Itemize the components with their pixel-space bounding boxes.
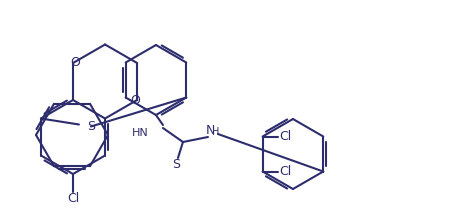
Text: S: S xyxy=(172,159,180,172)
Text: Cl: Cl xyxy=(67,192,79,205)
Text: HN: HN xyxy=(132,128,149,138)
Text: N: N xyxy=(205,124,215,138)
Text: S: S xyxy=(87,120,95,133)
Text: Cl: Cl xyxy=(280,165,292,178)
Text: Cl: Cl xyxy=(280,130,292,143)
Text: H: H xyxy=(212,127,219,137)
Text: O: O xyxy=(130,93,140,106)
Text: O: O xyxy=(70,57,80,70)
